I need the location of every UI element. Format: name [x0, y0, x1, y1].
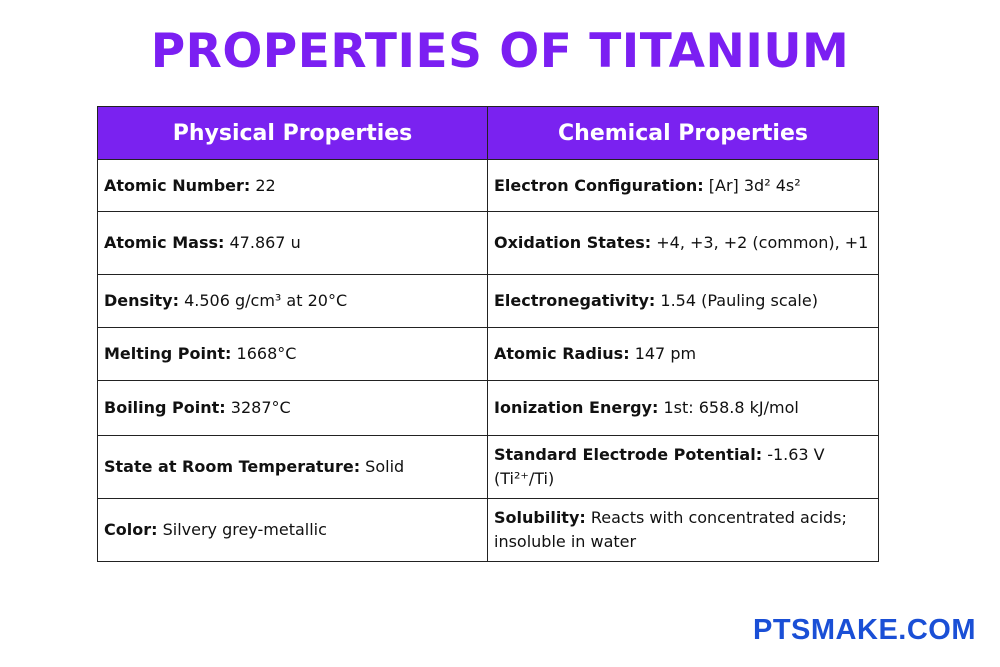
cell-label: Atomic Mass: [104, 233, 225, 252]
cell-value: 147 pm [629, 344, 697, 363]
table-header-row: Physical Properties Chemical Properties [97, 106, 879, 160]
cell-label: Melting Point: [104, 344, 232, 363]
physical-cell-boiling-point: Boiling Point: 3287°C [97, 380, 488, 436]
chemical-cell-standard-electrode-potential: Standard Electrode Potential: -1.63 V (T… [487, 435, 879, 499]
chemical-cell-electron-configuration: Electron Configuration: [Ar] 3d² 4s² [487, 159, 879, 212]
cell-label: Boiling Point: [104, 398, 226, 417]
table-row: Density: 4.506 g/cm³ at 20°C Electronega… [97, 274, 879, 328]
physical-cell-atomic-mass: Atomic Mass: 47.867 u [97, 211, 488, 275]
physical-cell-melting-point: Melting Point: 1668°C [97, 327, 488, 381]
chemical-cell-ionization-energy: Ionization Energy: 1st: 658.8 kJ/mol [487, 380, 879, 436]
cell-label: Electronegativity: [494, 291, 656, 310]
header-physical-properties: Physical Properties [97, 106, 488, 160]
physical-cell-atomic-number: Atomic Number: 22 [97, 159, 488, 212]
table-row: Color: Silvery grey-metallic Solubility:… [97, 498, 879, 562]
cell-label: Standard Electrode Potential: [494, 445, 763, 464]
cell-value: -1.63 V (Ti²⁺/Ti) [494, 445, 825, 488]
cell-value: 22 [250, 175, 276, 195]
cell-value: 1668°C [231, 344, 297, 363]
table-row: State at Room Temperature: Solid Standar… [97, 435, 879, 499]
cell-label: Electron Configuration: [494, 175, 704, 195]
cell-label: Atomic Number: [104, 175, 251, 195]
cell-value: Reacts with concentrated acids; insolubl… [494, 508, 847, 551]
cell-label: Atomic Radius: [494, 344, 630, 363]
chemical-cell-electronegativity: Electronegativity: 1.54 (Pauling scale) [487, 274, 879, 328]
cell-value: 47.867 u [224, 233, 301, 252]
cell-value: Silvery grey-metallic [157, 520, 327, 539]
cell-label: Color: [104, 520, 158, 539]
table-row: Boiling Point: 3287°C Ionization Energy:… [97, 380, 879, 436]
table-row: Melting Point: 1668°C Atomic Radius: 147… [97, 327, 879, 381]
properties-table: Physical Properties Chemical Properties … [97, 106, 879, 562]
cell-value: [Ar] 3d² 4s² [703, 175, 801, 195]
cell-label: State at Room Temperature: [104, 457, 361, 476]
brand-watermark: PTSMAKE.COM [753, 614, 976, 646]
table-row: Atomic Mass: 47.867 u Oxidation States: … [97, 211, 879, 275]
cell-value: 1st: 658.8 kJ/mol [658, 398, 799, 417]
physical-cell-state-at-room-temperature: State at Room Temperature: Solid [97, 435, 488, 499]
chemical-cell-atomic-radius: Atomic Radius: 147 pm [487, 327, 879, 381]
cell-value: Solid [360, 457, 405, 476]
physical-cell-density: Density: 4.506 g/cm³ at 20°C [97, 274, 488, 328]
cell-value: 1.54 (Pauling scale) [655, 291, 818, 310]
cell-label: Solubility: [494, 508, 586, 527]
cell-label: Ionization Energy: [494, 398, 659, 417]
chemical-cell-oxidation-states: Oxidation States: +4, +3, +2 (common), +… [487, 211, 879, 275]
cell-value: 4.506 g/cm³ at 20°C [179, 291, 348, 310]
page-title: PROPERTIES OF TITANIUM [150, 24, 850, 79]
cell-value: 3287°C [225, 398, 291, 417]
cell-label: Oxidation States: [494, 233, 652, 252]
table-row: Atomic Number: 22 Electron Configuration… [97, 159, 879, 212]
chemical-cell-solubility: Solubility: Reacts with concentrated aci… [487, 498, 879, 562]
header-chemical-properties: Chemical Properties [487, 106, 879, 160]
physical-cell-color: Color: Silvery grey-metallic [97, 498, 488, 562]
cell-value: +4, +3, +2 (common), +1 [651, 233, 869, 252]
cell-label: Density: [104, 291, 180, 310]
